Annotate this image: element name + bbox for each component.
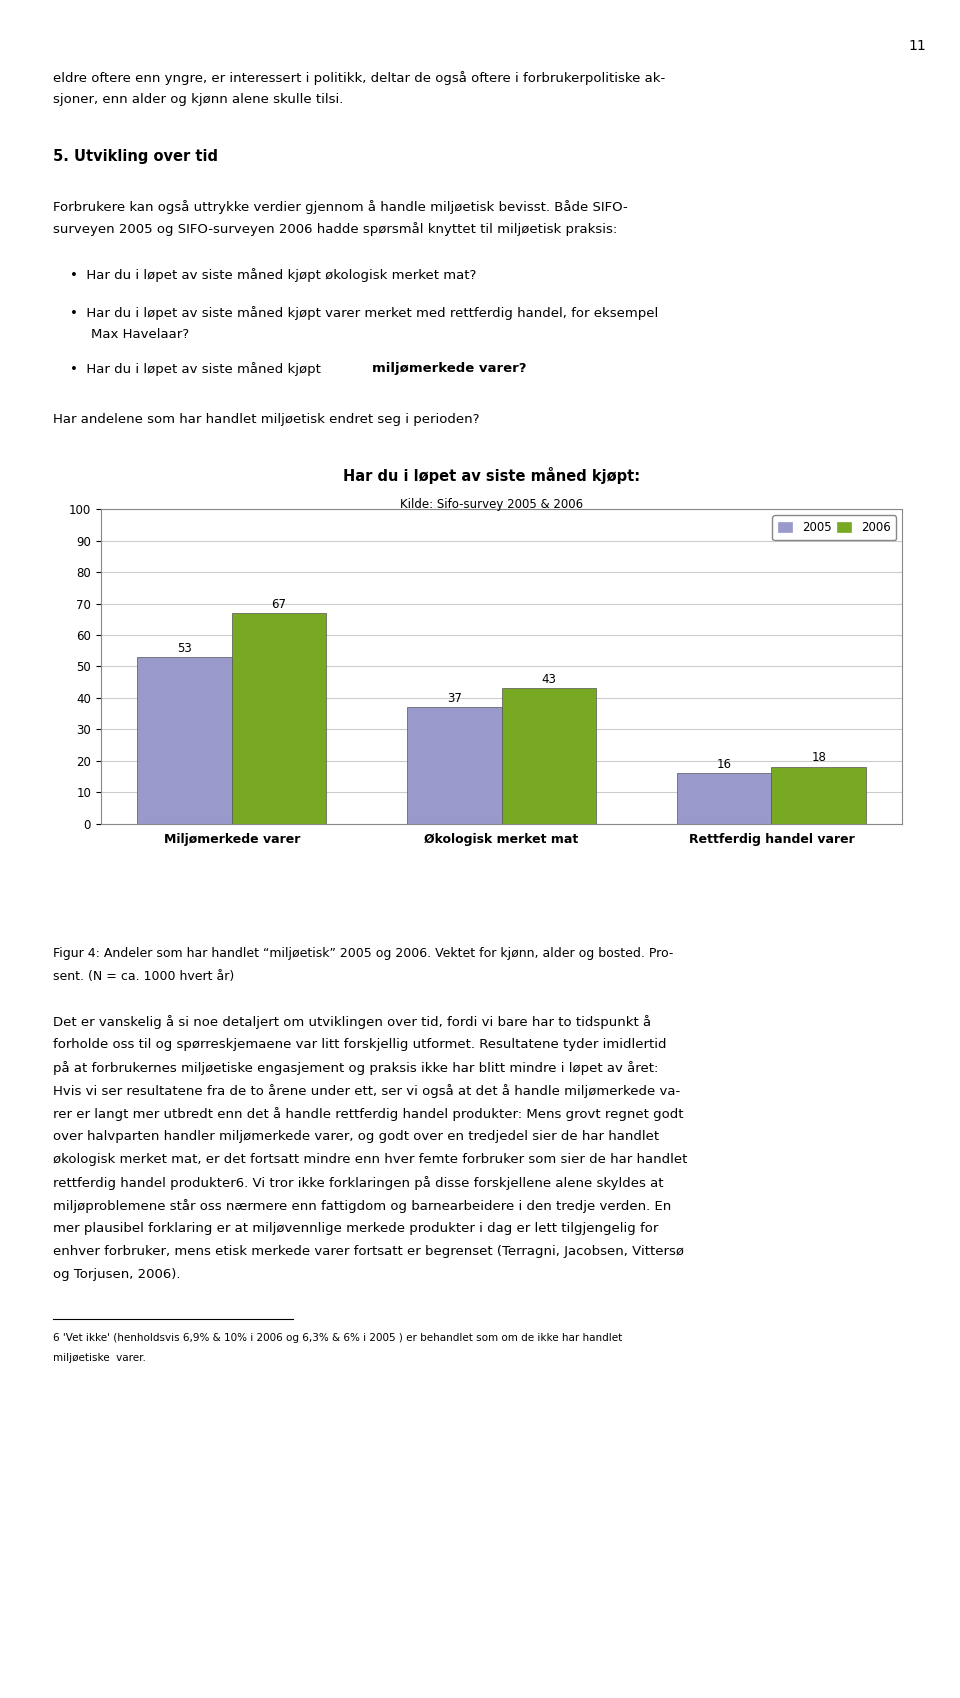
Text: 37: 37 [447,691,462,705]
Text: miljøproblemene står oss nærmere enn fattigdom og barnearbeidere i den tredje ve: miljøproblemene står oss nærmere enn fat… [53,1199,671,1212]
Text: Har andelene som har handlet miljøetisk endret seg i perioden?: Har andelene som har handlet miljøetisk … [53,413,479,426]
Text: økologisk merket mat, er det fortsatt mindre enn hver femte forbruker som sier d: økologisk merket mat, er det fortsatt mi… [53,1153,687,1167]
Bar [772,767,866,824]
Text: 67: 67 [272,598,286,611]
Text: enhver forbruker, mens etisk merkede varer fortsatt er begrenset (Terragni, Jaco: enhver forbruker, mens etisk merkede var… [53,1245,684,1258]
Text: •  Har du i løpet av siste måned kjøpt: • Har du i løpet av siste måned kjøpt [70,362,325,375]
Text: 18: 18 [811,752,827,764]
Text: forholde oss til og spørreskjemaene var litt forskjellig utformet. Resultatene t: forholde oss til og spørreskjemaene var … [53,1039,666,1051]
Bar [231,613,326,824]
Bar [407,708,502,824]
Text: Max Havelaar?: Max Havelaar? [91,328,189,341]
Text: Har du i løpet av siste måned kjøpt:: Har du i løpet av siste måned kjøpt: [344,467,640,484]
Text: Figur 4: Andeler som har handlet “miljøetisk” 2005 og 2006. Vektet for kjønn, al: Figur 4: Andeler som har handlet “miljøe… [53,947,673,961]
Text: miljømerkede varer?: miljømerkede varer? [372,362,527,375]
Bar [137,657,231,824]
Text: miljøetiske  varer.: miljøetiske varer. [53,1353,146,1363]
Text: og Torjusen, 2006).: og Torjusen, 2006). [53,1268,180,1280]
Text: 6 'Vet ikke' (henholdsvis 6,9% & 10% i 2006 og 6,3% & 6% i 2005 ) er behandlet s: 6 'Vet ikke' (henholdsvis 6,9% & 10% i 2… [53,1333,622,1343]
Text: over halvparten handler miljømerkede varer, og godt over en tredjedel sier de ha: over halvparten handler miljømerkede var… [53,1131,659,1143]
Text: rettferdig handel produkter6. Vi tror ikke forklaringen på disse forskjellene al: rettferdig handel produkter6. Vi tror ik… [53,1177,663,1190]
Text: Kilde: Sifo-survey 2005 & 2006: Kilde: Sifo-survey 2005 & 2006 [400,498,584,511]
Text: Det er vanskelig å si noe detaljert om utviklingen over tid, fordi vi bare har t: Det er vanskelig å si noe detaljert om u… [53,1015,651,1029]
Text: rer er langt mer utbredt enn det å handle rettferdig handel produkter: Mens grov: rer er langt mer utbredt enn det å handl… [53,1107,684,1121]
Text: mer plausibel forklaring er at miljøvennlige merkede produkter i dag er lett til: mer plausibel forklaring er at miljøvenn… [53,1223,659,1234]
Text: Hvis vi ser resultatene fra de to årene under ett, ser vi også at det å handle m: Hvis vi ser resultatene fra de to årene … [53,1085,680,1099]
Text: sjoner, enn alder og kjønn alene skulle tilsi.: sjoner, enn alder og kjønn alene skulle … [53,93,343,107]
Text: eldre oftere enn yngre, er interessert i politikk, deltar de også oftere i forbr: eldre oftere enn yngre, er interessert i… [53,71,665,85]
Text: 53: 53 [177,642,192,654]
Text: 11: 11 [909,39,926,53]
Text: •  Har du i løpet av siste måned kjøpt økologisk merket mat?: • Har du i løpet av siste måned kjøpt øk… [70,268,476,282]
Text: 16: 16 [717,757,732,771]
Text: surveyen 2005 og SIFO-surveyen 2006 hadde spørsmål knyttet til miljøetisk praksi: surveyen 2005 og SIFO-surveyen 2006 hadd… [53,222,617,236]
Text: 5. Utvikling over tid: 5. Utvikling over tid [53,149,218,165]
Bar [502,688,596,824]
Text: •  Har du i løpet av siste måned kjøpt varer merket med rettferdig handel, for e: • Har du i løpet av siste måned kjøpt va… [70,306,659,319]
Bar [677,773,772,824]
Text: 43: 43 [541,672,556,686]
Text: på at forbrukernes miljøetiske engasjement og praksis ikke har blitt mindre i lø: på at forbrukernes miljøetiske engasjeme… [53,1061,659,1075]
Legend: 2005, 2006: 2005, 2006 [772,514,897,540]
Text: Forbrukere kan også uttrykke verdier gjennom å handle miljøetisk bevisst. Både S: Forbrukere kan også uttrykke verdier gje… [53,200,628,214]
Text: sent. (N = ca. 1000 hvert år): sent. (N = ca. 1000 hvert år) [53,970,234,983]
